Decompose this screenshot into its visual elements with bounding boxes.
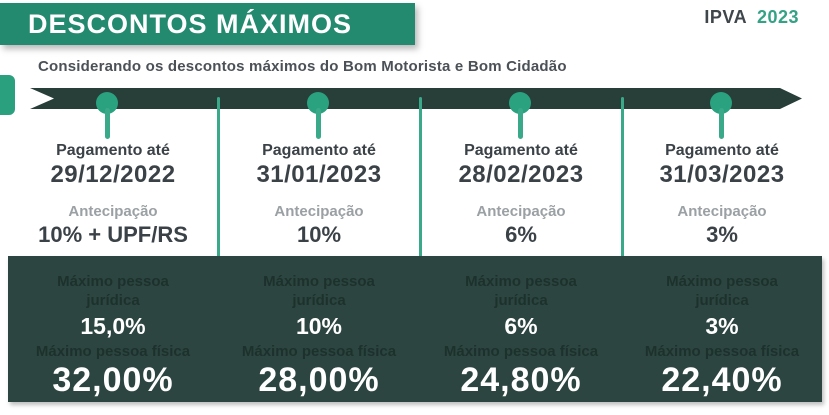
anticipation-label: Antecipação [68, 203, 158, 220]
legal-entity-value: 3% [705, 312, 739, 339]
results-band: Máximo pessoa jurídica 15,0% Máximo pess… [8, 256, 822, 402]
brand-label: IPVA 2023 [704, 7, 799, 28]
column-divider [217, 97, 220, 390]
brand-year: 2023 [756, 7, 799, 27]
anticipation-label: Antecipação [476, 203, 566, 220]
individual-label: Máximo pessoa física [443, 342, 599, 360]
payment-label: Pagamento até [464, 142, 578, 159]
timeline-stem [518, 108, 523, 139]
results-column-2: Máximo pessoa jurídica 10% Máximo pessoa… [218, 256, 420, 402]
legal-entity-label: Máximo pessoa jurídica [622, 256, 822, 311]
legal-entity-label: Máximo pessoa jurídica [420, 256, 622, 311]
timeline-dot [509, 92, 531, 114]
timeline-dot [710, 92, 732, 114]
legal-entity-label-line1: Máximo pessoa [666, 273, 778, 290]
legal-entity-label-line2: jurídica [695, 291, 749, 309]
results-column-4: Máximo pessoa jurídica 3% Máximo pessoa … [622, 256, 822, 402]
payment-date: 31/01/2023 [256, 161, 382, 188]
edge-marker-icon [0, 72, 18, 118]
legal-entity-value: 15,0% [80, 312, 146, 339]
payment-date: 29/12/2022 [50, 161, 176, 188]
anticipation-label: Antecipação [274, 203, 364, 220]
anticipation-value: 6% [505, 222, 537, 247]
timeline-arrow [30, 88, 802, 109]
legal-entity-label-line2: jurídica [86, 291, 140, 309]
payment-column-4: Pagamento até 31/03/2023 Antecipação 3% [622, 142, 822, 248]
results-column-1: Máximo pessoa jurídica 15,0% Máximo pess… [8, 256, 218, 402]
legal-entity-label-line2: jurídica [494, 291, 548, 309]
individual-label: Máximo pessoa física [35, 342, 191, 360]
legal-entity-label-line1: Máximo pessoa [263, 273, 375, 290]
brand-name: IPVA [704, 7, 747, 27]
legal-entity-label-line2: jurídica [292, 291, 346, 309]
individual-label: Máximo pessoa física [241, 342, 397, 360]
legal-entity-value: 6% [504, 312, 538, 339]
legal-entity-value: 10% [295, 312, 343, 339]
payment-column-1: Pagamento até 29/12/2022 Antecipação 10%… [8, 142, 218, 248]
payment-label: Pagamento até [262, 142, 376, 159]
legal-entity-label-line1: Máximo pessoa [465, 273, 577, 290]
timeline-dot [307, 92, 329, 114]
payment-date: 28/02/2023 [458, 161, 584, 188]
legal-entity-label: Máximo pessoa jurídica [8, 256, 218, 311]
individual-value: 22,40% [661, 360, 783, 399]
timeline-stem [719, 108, 724, 139]
payment-label: Pagamento até [56, 142, 170, 159]
subtitle: Considerando os descontos máximos do Bom… [38, 58, 567, 75]
payment-label: Pagamento até [665, 142, 779, 159]
anticipation-label: Antecipação [677, 203, 767, 220]
legal-entity-label-line1: Máximo pessoa [57, 273, 169, 290]
individual-value: 28,00% [258, 360, 380, 399]
anticipation-value: 10% [296, 222, 342, 247]
page-title: DESCONTOS MÁXIMOS [28, 8, 353, 39]
payment-column-3: Pagamento até 28/02/2023 Antecipação 6% [420, 142, 622, 248]
individual-value: 32,00% [52, 360, 174, 399]
legal-entity-label: Máximo pessoa jurídica [218, 256, 420, 311]
page-title-banner: DESCONTOS MÁXIMOS [0, 3, 415, 45]
individual-value: 24,80% [460, 360, 582, 399]
payment-column-2: Pagamento até 31/01/2023 Antecipação 10% [218, 142, 420, 248]
column-divider [621, 97, 624, 390]
results-column-3: Máximo pessoa jurídica 6% Máximo pessoa … [420, 256, 622, 402]
payment-date: 31/03/2023 [659, 161, 785, 188]
anticipation-value: 10% + UPF/RS [38, 222, 188, 247]
column-divider [419, 97, 422, 390]
timeline-stem [105, 108, 110, 139]
timeline-stem [316, 108, 321, 139]
timeline-dot [96, 92, 118, 114]
individual-label: Máximo pessoa física [644, 342, 800, 360]
anticipation-value: 3% [706, 222, 738, 247]
